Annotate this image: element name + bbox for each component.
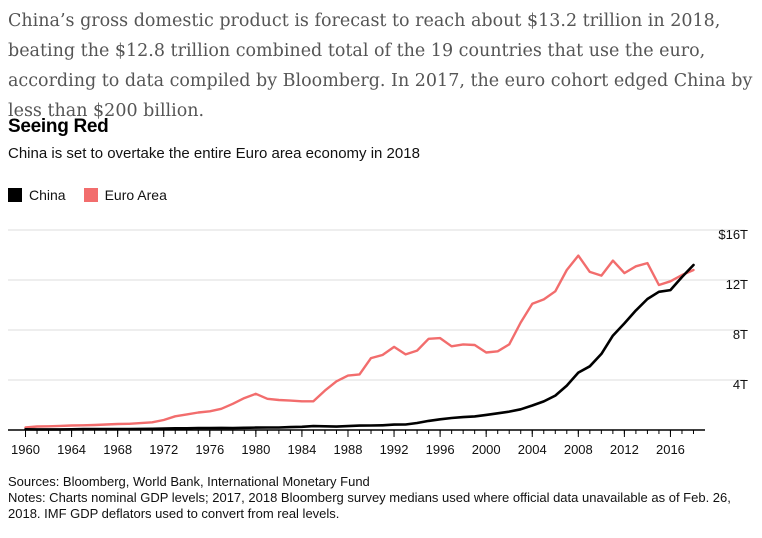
x-tick-label: 2000 bbox=[472, 442, 501, 457]
intro-paragraph: China’s gross domestic product is foreca… bbox=[8, 11, 753, 121]
legend-item-china: China bbox=[8, 187, 66, 203]
x-tick-label: 1976 bbox=[195, 442, 224, 457]
x-tick-label: 1972 bbox=[149, 442, 178, 457]
chart-legend: China Euro Area bbox=[8, 187, 185, 203]
legend-swatch-china bbox=[8, 188, 22, 202]
legend-label-china: China bbox=[29, 187, 66, 203]
gdp-line-chart: 4T 8T 12T $16T 1960 1964 1968 1972 1976 1980 1984 1… bbox=[8, 227, 748, 457]
notes-text: Notes: Charts nominal GDP levels; 2017, … bbox=[8, 490, 731, 521]
legend-item-euro-area: Euro Area bbox=[83, 187, 167, 203]
legend-label-euro-area: Euro Area bbox=[104, 187, 167, 203]
y-tick-label: $16T bbox=[718, 227, 748, 242]
series-line-china bbox=[24, 263, 695, 431]
chart-notes: Sources: Bloomberg, World Bank, Internat… bbox=[8, 474, 758, 522]
x-tick-label: 1968 bbox=[103, 442, 132, 457]
x-tick-label: 2012 bbox=[610, 442, 639, 457]
y-tick-label: 12T bbox=[726, 277, 748, 292]
y-tick-label: 8T bbox=[733, 327, 748, 342]
y-tick-label: 4T bbox=[733, 377, 748, 392]
series-line-euro-area bbox=[24, 254, 695, 429]
x-tick-label: 1992 bbox=[380, 442, 409, 457]
chart-title: Seeing Red bbox=[8, 116, 109, 137]
x-tick-label: 1964 bbox=[57, 442, 86, 457]
x-tick-label: 1960 bbox=[11, 442, 40, 457]
x-tick-label: 2004 bbox=[518, 442, 547, 457]
x-tick-label: 1996 bbox=[426, 442, 455, 457]
x-tick-label: 2016 bbox=[656, 442, 685, 457]
sources-text: Sources: Bloomberg, World Bank, Internat… bbox=[8, 474, 370, 489]
x-tick-label: 1988 bbox=[334, 442, 363, 457]
legend-swatch-euro-area bbox=[83, 188, 98, 202]
x-tick-label: 1984 bbox=[287, 442, 316, 457]
chart-subtitle: China is set to overtake the entire Euro… bbox=[8, 145, 420, 162]
x-tick-label: 1980 bbox=[241, 442, 270, 457]
x-tick-label: 2008 bbox=[564, 442, 593, 457]
